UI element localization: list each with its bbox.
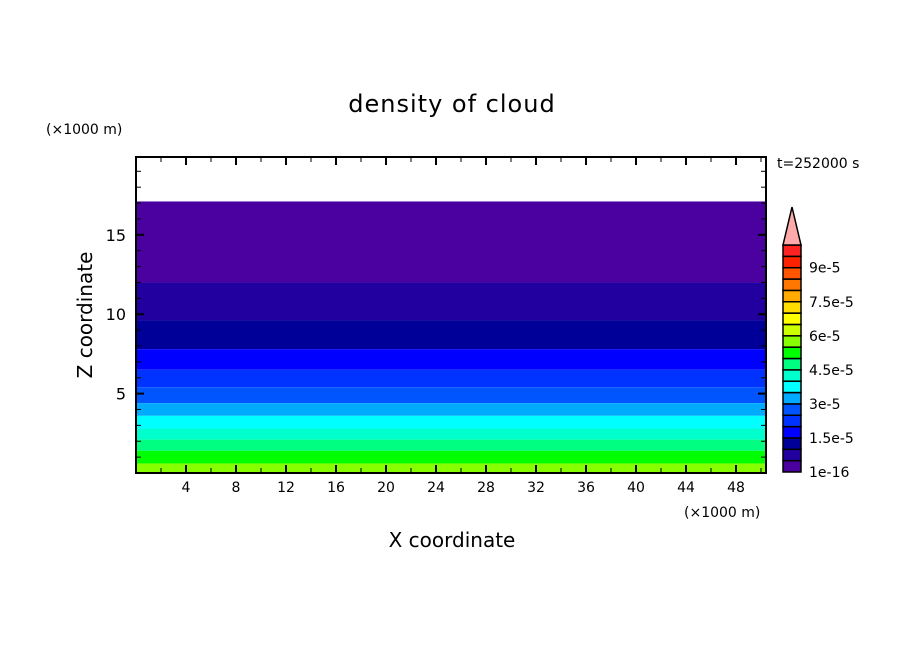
colorbar-box: [782, 357, 802, 371]
x-tick-label: 36: [577, 480, 595, 496]
x-tick-label: 8: [232, 480, 241, 496]
contour-band: [136, 387, 766, 404]
y-tick-label: 5: [116, 385, 126, 404]
contour-band: [136, 415, 766, 429]
colorbar-label: 3e-5: [809, 397, 840, 413]
colorbar: 1e-16 1.5e-5 3e-5 4.5e-5 6e-5 7.5e-5 9e-5: [782, 206, 854, 481]
colorbar-box: [782, 255, 802, 269]
colorbar-box: [782, 369, 802, 382]
colorbar-box: [782, 312, 802, 326]
contour-band: [136, 463, 766, 473]
colorbar-box: [782, 459, 802, 473]
colorbar-box: [782, 437, 802, 451]
contour-band: [136, 450, 766, 464]
colorbar-box: [782, 346, 802, 360]
chart-title: density of cloud: [348, 90, 555, 118]
colorbar-box: [782, 403, 802, 416]
colorbar-label: 1.5e-5: [809, 431, 854, 447]
colorbar-box: [782, 425, 802, 439]
colorbar-box: [782, 335, 802, 348]
colorbar-label: 6e-5: [809, 329, 840, 345]
colorbar-box: [782, 278, 802, 292]
colorbar-box: [782, 414, 802, 428]
colorbar-box: [782, 289, 802, 303]
x-tick-label: 32: [527, 480, 545, 496]
colorbar-box: [782, 301, 802, 314]
y-axis-label: Z coordinate: [73, 252, 97, 379]
colorbar-label: 4.5e-5: [809, 363, 854, 379]
colorbar-box: [782, 391, 802, 405]
x-tick-label: 44: [677, 480, 695, 496]
colorbar-box: [782, 380, 802, 394]
x-tick-label: 20: [377, 480, 395, 496]
contour-band: [136, 349, 766, 370]
colorbar-label: 7.5e-5: [809, 295, 854, 311]
contour-band: [136, 201, 766, 283]
y-tick-label: 15: [106, 226, 126, 245]
contour-band: [136, 439, 766, 451]
colorbar-box: [782, 266, 802, 280]
x-tick-label: 28: [477, 480, 495, 496]
x-tick-label: 48: [727, 480, 745, 496]
contour-band: [136, 428, 766, 440]
x-tick-label: 16: [327, 480, 345, 496]
x-unit-label: (×1000 m): [684, 505, 760, 521]
colorbar-over-triangle: [782, 206, 802, 246]
y-tick-label: 10: [106, 305, 126, 324]
x-tick-label: 40: [627, 480, 645, 496]
time-annotation: t=252000 s: [777, 156, 859, 172]
colorbar-label: 9e-5: [809, 261, 840, 277]
colorbar-box: [782, 244, 802, 258]
contour-band: [136, 282, 766, 321]
x-tick-label: 24: [427, 480, 445, 496]
colorbar-box: [782, 448, 802, 462]
contour-band: [136, 320, 766, 350]
contour-band: [136, 403, 766, 416]
colorbar-label: 1e-16: [809, 465, 849, 481]
x-tick-label: 4: [182, 480, 191, 496]
y-unit-label: (×1000 m): [46, 122, 122, 138]
colorbar-box: [782, 323, 802, 337]
contour-bands: [136, 201, 766, 473]
x-tick-label: 12: [277, 480, 295, 496]
contour-band: [136, 369, 766, 388]
x-axis-label: X coordinate: [389, 528, 516, 552]
